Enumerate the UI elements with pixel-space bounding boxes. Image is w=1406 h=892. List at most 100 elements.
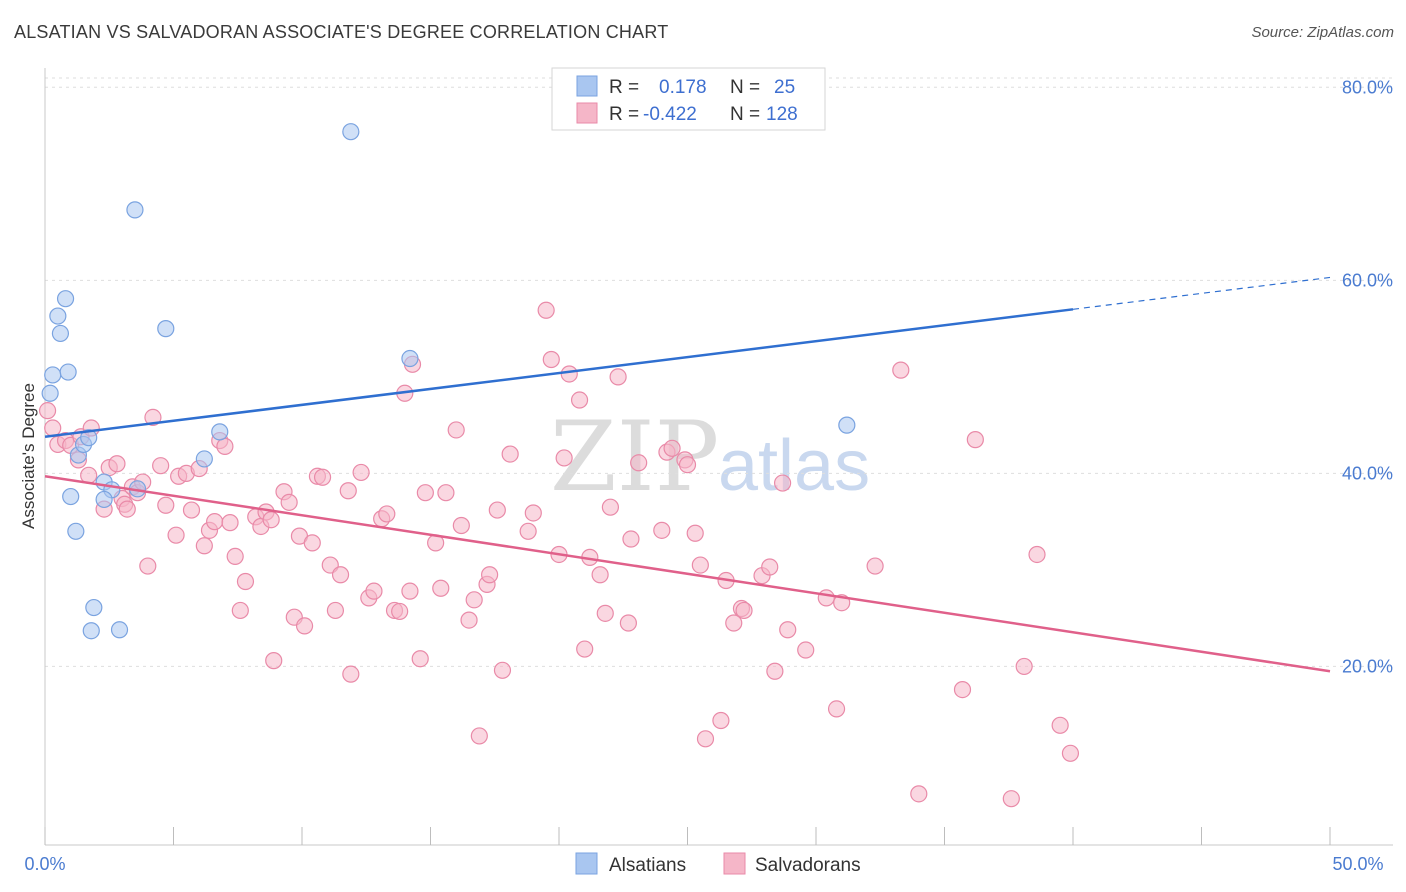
salvadorans-point-70 bbox=[452, 516, 470, 535]
salvadorans-point-11 bbox=[108, 455, 126, 473]
alsatians-point-1 bbox=[49, 307, 67, 325]
salvadorans-trend-line bbox=[44, 475, 1331, 673]
salvadorans-point-94 bbox=[622, 530, 640, 548]
alsatians-point-24 bbox=[838, 416, 856, 434]
salvadorans-point-58 bbox=[378, 505, 396, 523]
salvadorans-point-116 bbox=[827, 700, 846, 718]
alsatians-point-10 bbox=[80, 429, 98, 447]
y-tick-label-40: 40.0% bbox=[1342, 463, 1393, 483]
y-axis-title: Associate's Degree bbox=[19, 383, 38, 529]
salvadorans-point-127 bbox=[1061, 744, 1080, 762]
salvadorans-point-62 bbox=[401, 582, 419, 600]
salvadorans-point-114 bbox=[797, 641, 815, 659]
x-ticks bbox=[44, 827, 1331, 845]
salvadorans-point-95 bbox=[630, 454, 648, 472]
salvadorans-point-67 bbox=[432, 579, 450, 597]
alsatians-point-15 bbox=[95, 490, 113, 509]
salvadorans-point-56 bbox=[365, 582, 383, 600]
salvadorans-point-72 bbox=[465, 591, 483, 609]
salvadorans-point-64 bbox=[411, 650, 429, 668]
salvadorans-point-39 bbox=[262, 511, 280, 529]
axes bbox=[44, 68, 1393, 846]
salvadorans-point-19 bbox=[144, 408, 162, 427]
legend-bottom-salvadorans: Salvadorans bbox=[755, 855, 861, 876]
legend-bottom-alsatians: Alsatians bbox=[609, 855, 686, 876]
salvadorans-point-76 bbox=[488, 501, 506, 519]
salvadorans-point-89 bbox=[591, 566, 609, 584]
salvadorans-point-123 bbox=[1002, 790, 1020, 808]
salvadorans-point-118 bbox=[866, 557, 884, 575]
legend-n-label-1: N = bbox=[730, 77, 760, 98]
y-tick-label-80: 80.0% bbox=[1342, 77, 1393, 97]
salvadorans-point-34 bbox=[231, 601, 249, 620]
salvadorans-point-1 bbox=[44, 419, 62, 437]
alsatians-point-20 bbox=[195, 450, 213, 468]
alsatians-point-5 bbox=[44, 366, 62, 384]
trend-lines bbox=[44, 276, 1331, 673]
legend-series: Alsatians Salvadorans bbox=[575, 852, 861, 876]
legend-n-label-2: N = bbox=[730, 104, 760, 125]
y-tick-label-60: 60.0% bbox=[1342, 270, 1393, 290]
salvadorans-point-45 bbox=[295, 617, 314, 635]
legend-r-value-2: -0.422 bbox=[643, 104, 697, 125]
alsatians-point-0 bbox=[41, 384, 59, 402]
salvadorans-point-51 bbox=[331, 566, 350, 584]
alsatians-point-23 bbox=[401, 349, 419, 368]
salvadorans-point-115 bbox=[817, 589, 835, 607]
alsatians-point-21 bbox=[211, 423, 229, 441]
chart-title: ALSATIAN VS SALVADORAN ASSOCIATE'S DEGRE… bbox=[14, 22, 669, 42]
salvadorans-point-54 bbox=[352, 463, 370, 482]
alsatians-point-18 bbox=[126, 201, 144, 219]
salvadorans-point-110 bbox=[761, 558, 779, 576]
salvadorans-point-65 bbox=[416, 484, 434, 502]
salvadorans-point-48 bbox=[313, 468, 332, 486]
salvadorans-point-80 bbox=[524, 504, 542, 522]
salvadorans-point-21 bbox=[157, 496, 175, 514]
salvadorans-point-119 bbox=[892, 361, 910, 379]
legend-r-label-1: R = bbox=[609, 77, 639, 98]
salvadorans-point-81 bbox=[537, 301, 555, 319]
x-tick-label-min: 0.0% bbox=[24, 854, 65, 874]
salvadorans-point-32 bbox=[221, 514, 239, 532]
alsatians-point-7 bbox=[67, 522, 85, 540]
alsatians-point-19 bbox=[157, 320, 175, 338]
salvadorans-point-75 bbox=[481, 566, 499, 584]
alsatians-point-4 bbox=[59, 363, 77, 381]
legend-r-label-2: R = bbox=[609, 104, 639, 125]
salvadorans-point-60 bbox=[391, 602, 409, 621]
salvadorans-point-90 bbox=[596, 604, 614, 622]
alsatians-trend-extension bbox=[1072, 276, 1331, 310]
salvadorans-point-101 bbox=[686, 524, 704, 542]
salvadorans-point-103 bbox=[696, 730, 715, 748]
alsatians-trend-line bbox=[44, 308, 1074, 438]
alsatians-point-6 bbox=[62, 487, 80, 506]
legend-n-value-1: 25 bbox=[774, 77, 795, 98]
salvadorans-point-85 bbox=[560, 365, 578, 383]
salvadorans-point-112 bbox=[773, 474, 792, 492]
legend-bottom-salvadorans-swatch bbox=[723, 852, 746, 875]
salvadorans-point-33 bbox=[226, 547, 244, 566]
alsatians-point-2 bbox=[51, 324, 70, 343]
legend-salvadorans-swatch bbox=[576, 102, 598, 124]
salvadorans-point-29 bbox=[206, 513, 224, 531]
legend-stats: R = 0.178 N = 25 R = -0.422 N = 128 bbox=[551, 67, 826, 131]
x-tick-label-max: 50.0% bbox=[1332, 854, 1383, 874]
salvadorans-point-106 bbox=[725, 614, 743, 632]
salvadorans-point-86 bbox=[570, 391, 589, 409]
salvadorans-point-98 bbox=[663, 439, 681, 457]
salvadorans-point-0 bbox=[38, 402, 57, 420]
salvadorans-point-93 bbox=[619, 614, 637, 632]
salvadorans-point-125 bbox=[1028, 545, 1046, 564]
alsatians-points bbox=[41, 123, 856, 640]
salvadorans-point-42 bbox=[280, 493, 298, 511]
alsatians-point-3 bbox=[56, 290, 75, 308]
salvadorans-point-113 bbox=[779, 621, 797, 639]
salvadorans-point-87 bbox=[576, 640, 594, 658]
alsatians-point-16 bbox=[110, 621, 129, 639]
salvadorans-point-108 bbox=[735, 601, 753, 620]
legend-bottom-alsatians-swatch bbox=[575, 852, 598, 875]
salvadorans-point-71 bbox=[460, 611, 478, 629]
salvadorans-point-50 bbox=[326, 601, 345, 620]
y-tick-labels: 20.0% 40.0% 60.0% 80.0% bbox=[1342, 77, 1393, 676]
salvadorans-point-121 bbox=[953, 680, 972, 699]
